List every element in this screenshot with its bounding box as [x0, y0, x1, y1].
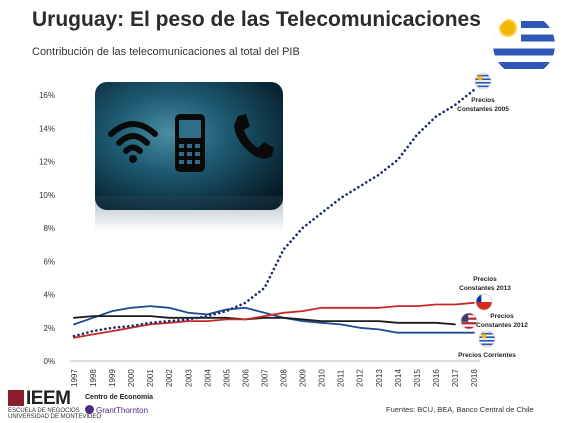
x-tick-label: 2003 — [184, 369, 193, 387]
series-label: Precios — [473, 276, 497, 283]
x-tick-label: 2013 — [375, 369, 384, 387]
x-tick-label: 1997 — [70, 369, 79, 387]
x-tick-label: 2015 — [413, 369, 422, 387]
series-label: Precios Corrientes — [458, 352, 516, 359]
ieem-logo: IEEM — [26, 388, 71, 409]
series-label: Constantes 2005 — [457, 106, 509, 113]
x-tick-label: 1999 — [108, 369, 117, 387]
x-tick-label: 2016 — [432, 369, 441, 387]
flag-border — [478, 330, 496, 348]
series-label: Precios — [490, 313, 514, 320]
source-note: Fuentes: BCU, BEA, Banco Central de Chil… — [386, 405, 534, 414]
series-line-2 — [73, 315, 456, 326]
wifi-icon — [108, 121, 158, 163]
x-tick-label: 2006 — [241, 369, 250, 387]
y-tick-label: 0% — [43, 357, 55, 366]
grant-thornton-logo: GrantThornton — [96, 406, 149, 415]
uruguay-flag-icon — [493, 14, 555, 76]
x-tick-label: 2009 — [299, 369, 308, 387]
flag-border — [474, 72, 492, 90]
ieem-logo-subtitle-2: UNIVERSIDAD DE MONTEVIDEO — [8, 414, 102, 420]
uruguay-flag-icon — [475, 73, 491, 89]
mobile-phone-icon — [175, 114, 205, 172]
x-tick-label: 2012 — [356, 369, 365, 387]
usa-flag-icon — [461, 313, 477, 329]
series-label: Constantes 2013 — [459, 285, 511, 292]
telephone-handset-icon — [234, 114, 274, 159]
telecom-photo — [95, 82, 283, 210]
y-tick-label: 16% — [39, 91, 55, 100]
x-tick-label: 2007 — [260, 369, 269, 387]
x-tick-label: 2011 — [337, 369, 346, 387]
series-line-3 — [73, 305, 475, 334]
ieem-logo-subtitle-1: ESCUELA DE NEGOCIOS — [8, 408, 80, 414]
x-tick-label: 2010 — [318, 369, 327, 387]
centro-economia-label: Centro de Economía — [85, 394, 154, 401]
x-tick-label: 2000 — [127, 369, 136, 387]
y-tick-label: 10% — [39, 191, 55, 200]
ieem-logo-subtitle: ESCUELA DE NEGOCIOS UNIVERSIDAD DE MONTE… — [8, 408, 101, 420]
y-tick-label: 2% — [43, 324, 55, 333]
y-tick-label: 6% — [43, 257, 55, 266]
flag-border — [460, 312, 478, 330]
flag-border — [475, 293, 493, 311]
series-label: Precios — [471, 97, 495, 104]
x-tick-label: 2004 — [203, 369, 212, 387]
chile-flag-icon — [476, 294, 492, 310]
x-tick-label: 2002 — [165, 369, 174, 387]
x-tick-label: 2018 — [470, 369, 479, 387]
y-tick-label: 8% — [43, 224, 55, 233]
page-title: Uruguay: El peso de las Telecomunicacion… — [32, 8, 481, 31]
chart-subtitle: Contribución de las telecomunicaciones a… — [32, 46, 300, 58]
x-tick-label: 2017 — [451, 369, 460, 387]
photo-reflection — [95, 196, 283, 232]
ieem-logo-mark — [8, 390, 24, 406]
y-tick-label: 12% — [39, 158, 55, 167]
grant-thornton-logo-mark — [85, 405, 94, 414]
x-tick-label: 2005 — [222, 369, 231, 387]
uruguay-flag-icon — [479, 331, 495, 347]
series-line-1 — [73, 301, 475, 339]
y-tick-label: 14% — [39, 124, 55, 133]
x-tick-label: 2014 — [394, 369, 403, 387]
y-tick-label: 4% — [43, 291, 55, 300]
series-label: Constantes 2012 — [476, 322, 528, 329]
x-tick-label: 2001 — [146, 369, 155, 387]
series-line-0 — [72, 88, 476, 338]
x-tick-label: 2008 — [280, 369, 289, 387]
x-tick-label: 1998 — [89, 369, 98, 387]
